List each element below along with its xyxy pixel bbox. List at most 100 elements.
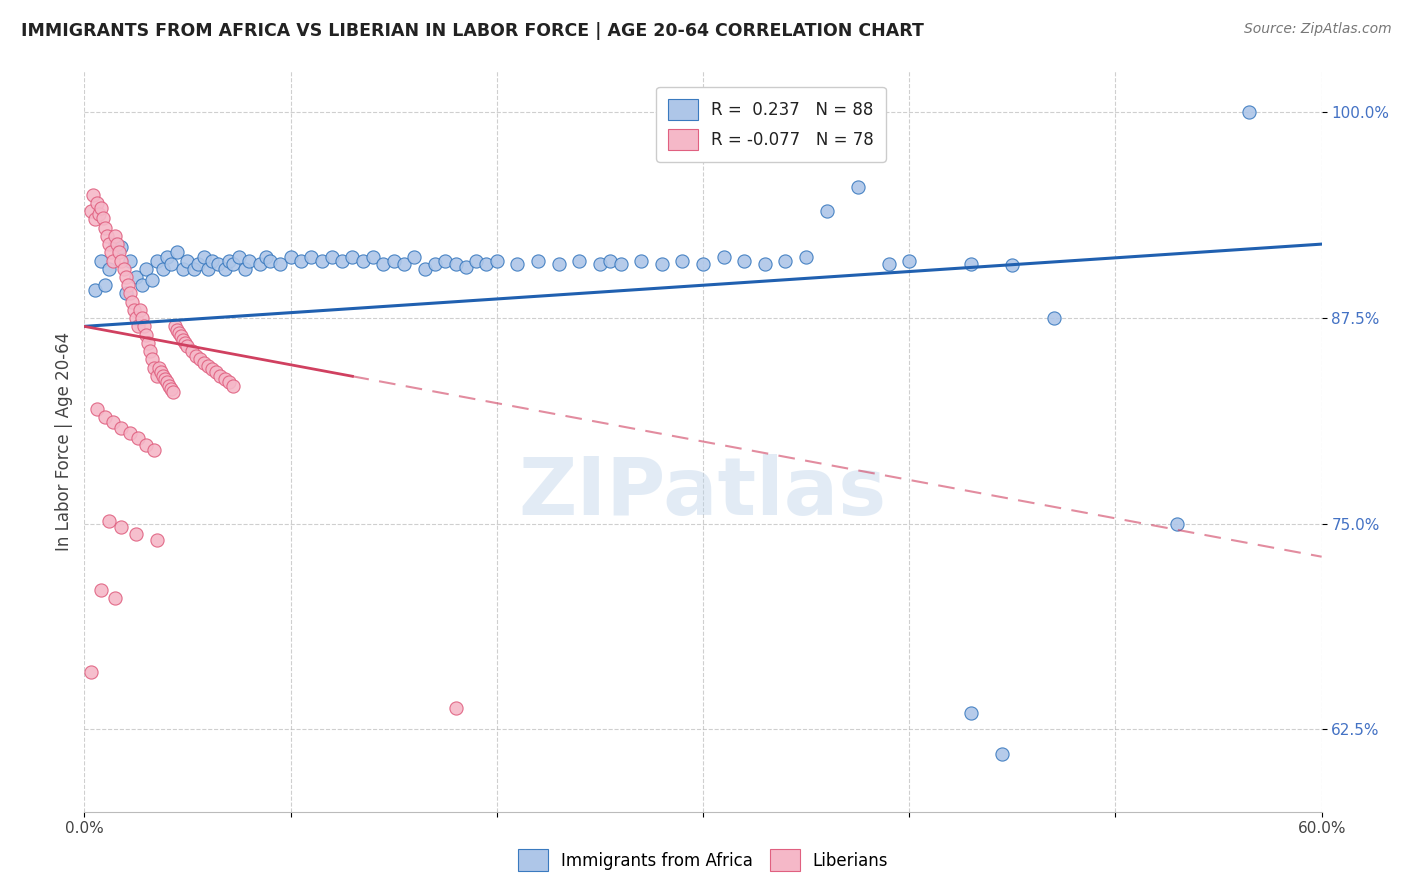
Point: [207, 257, 229, 271]
Point: [877, 257, 900, 271]
Point: [671, 253, 693, 268]
Point: [392, 257, 415, 271]
Point: [444, 257, 467, 271]
Point: [172, 333, 194, 347]
Point: [290, 253, 312, 268]
Point: [794, 250, 817, 264]
Point: [90, 253, 112, 268]
Point: [141, 273, 163, 287]
Point: [444, 701, 467, 715]
Point: [733, 253, 755, 268]
Point: [145, 533, 167, 548]
Point: [214, 372, 236, 386]
Point: [118, 426, 141, 441]
Point: [589, 257, 612, 271]
Point: [94, 409, 117, 424]
Point: [222, 378, 245, 392]
Point: [1166, 516, 1188, 531]
Point: [98, 514, 121, 528]
Point: [79, 204, 101, 219]
Point: [127, 319, 149, 334]
Point: [117, 278, 139, 293]
Point: [91, 211, 114, 225]
Point: [94, 220, 117, 235]
Point: [149, 366, 172, 380]
Point: [152, 368, 174, 383]
Point: [90, 582, 112, 597]
Point: [86, 401, 108, 416]
Point: [83, 283, 105, 297]
Point: [141, 352, 163, 367]
Point: [104, 591, 127, 605]
Point: [898, 253, 921, 268]
Point: [485, 253, 508, 268]
Point: [143, 442, 166, 457]
Point: [86, 196, 108, 211]
Point: [83, 212, 105, 227]
Point: [713, 250, 735, 264]
Point: [222, 257, 245, 271]
Point: [110, 240, 132, 254]
Point: [167, 326, 190, 340]
Point: [193, 355, 215, 369]
Point: [100, 245, 122, 260]
Y-axis label: In Labor Force | Age 20-64: In Labor Force | Age 20-64: [55, 332, 73, 551]
Point: [143, 360, 166, 375]
Point: [157, 378, 180, 392]
Point: [454, 260, 477, 274]
Point: [165, 319, 187, 334]
Point: [170, 329, 193, 343]
Point: [1239, 105, 1261, 120]
Point: [135, 327, 157, 342]
Point: [166, 245, 188, 260]
Point: [134, 319, 156, 334]
Point: [609, 257, 631, 271]
Point: [373, 257, 395, 271]
Point: [156, 376, 179, 390]
Point: [630, 253, 652, 268]
Point: [79, 665, 101, 679]
Point: [90, 201, 112, 215]
Point: [1001, 259, 1024, 273]
Point: [129, 302, 152, 317]
Point: [651, 257, 673, 271]
Point: [180, 344, 202, 359]
Point: [87, 207, 110, 221]
Point: [118, 286, 141, 301]
Point: [183, 261, 205, 276]
Point: [148, 360, 170, 375]
Point: [114, 286, 136, 301]
Point: [218, 376, 240, 390]
Point: [330, 253, 353, 268]
Point: [160, 382, 183, 396]
Point: [131, 311, 153, 326]
Point: [214, 261, 236, 276]
Point: [176, 253, 198, 268]
Legend: R =  0.237   N = 88, R = -0.077   N = 78: R = 0.237 N = 88, R = -0.077 N = 78: [657, 87, 886, 161]
Point: [269, 257, 291, 271]
Point: [527, 253, 550, 268]
Point: [568, 253, 591, 268]
Legend: Immigrants from Africa, Liberians: Immigrants from Africa, Liberians: [509, 841, 897, 880]
Point: [104, 237, 127, 252]
Point: [125, 270, 148, 285]
Point: [152, 261, 174, 276]
Point: [125, 526, 148, 541]
Point: [197, 261, 219, 276]
Point: [205, 366, 228, 380]
Point: [96, 228, 118, 243]
Point: [176, 339, 198, 353]
Point: [118, 253, 141, 268]
Point: [135, 261, 157, 276]
Point: [775, 253, 797, 268]
Point: [188, 352, 211, 367]
Point: [254, 250, 277, 264]
Point: [145, 368, 167, 383]
Point: [238, 253, 260, 268]
Point: [1042, 311, 1064, 326]
Text: ZIPatlas: ZIPatlas: [519, 454, 887, 533]
Point: [342, 250, 364, 264]
Point: [475, 257, 498, 271]
Point: [156, 250, 179, 264]
Point: [201, 253, 224, 268]
